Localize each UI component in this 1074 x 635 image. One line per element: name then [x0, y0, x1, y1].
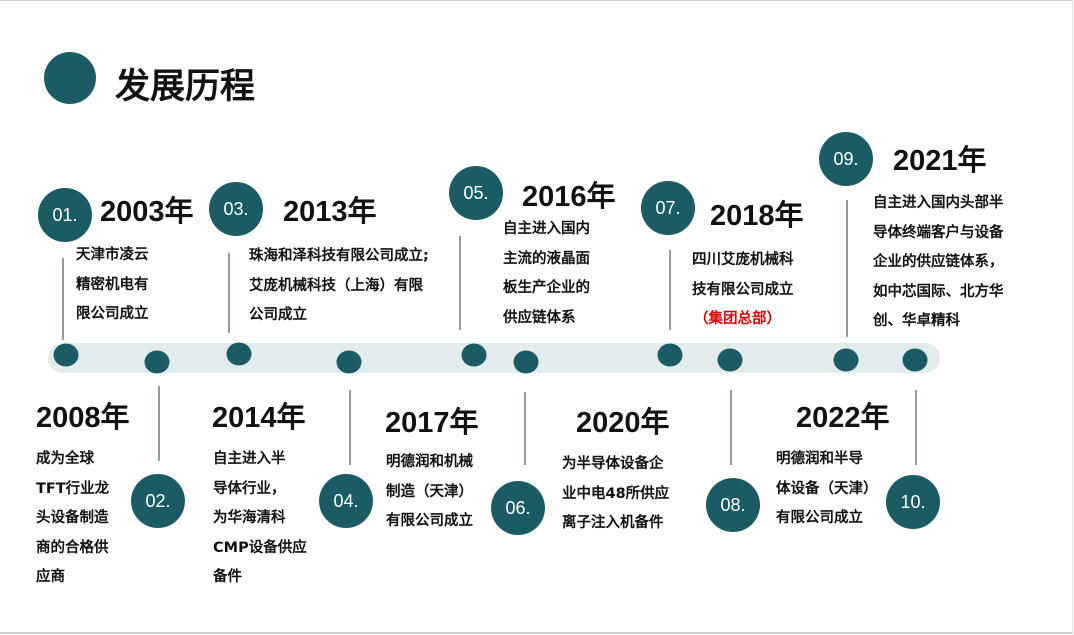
timeline-dot: [833, 348, 859, 372]
milestone-year: 2016年: [522, 181, 616, 213]
milestone-number: 07.: [641, 181, 695, 235]
milestone-year: 2008年: [36, 402, 130, 434]
milestone-number: 08.: [706, 478, 760, 532]
milestone-description: 自主进入国内头部半 导体终端客户与设备 企业的供应链体系， 如中芯国际、北方华 创、华卓…: [873, 195, 1004, 329]
timeline-track: [48, 343, 940, 373]
milestone-number: 02.: [131, 474, 185, 528]
milestone-description: 为半导体设备企 业中电48所供应 离子注入机备件: [562, 456, 670, 531]
milestone-number: 05.: [449, 166, 503, 220]
timeline-dot: [461, 343, 487, 367]
milestone-number: 10.: [886, 475, 940, 529]
milestone-note: （集团总部）: [694, 311, 781, 327]
milestone-number: 06.: [491, 481, 545, 535]
connector-line: [846, 200, 848, 337]
milestone-year: 2022年: [796, 402, 890, 434]
milestone-year: 2021年: [893, 145, 987, 177]
milestone-number: 09.: [819, 132, 873, 186]
timeline-dot: [144, 350, 170, 374]
milestone-description: 自主进入国内 主流的液晶面 板生产企业的 供应链体系: [503, 221, 590, 326]
connector-line: [524, 392, 526, 465]
milestone-year: 2018年: [710, 200, 804, 232]
connector-line: [158, 386, 160, 461]
milestone-year: 2003年: [100, 196, 194, 228]
title-bullet-icon: [44, 52, 96, 104]
milestone-year: 2013年: [283, 196, 377, 228]
connector-line: [669, 250, 671, 330]
milestone-year: 2020年: [576, 407, 670, 439]
milestone-number: 01.: [38, 188, 92, 242]
connector-line: [349, 390, 351, 465]
connector-line: [228, 253, 230, 333]
connector-line: [730, 390, 732, 465]
milestone-description: 四川艾庞机械科 技有限公司成立 （集团总部）: [692, 246, 794, 335]
connector-line: [62, 258, 64, 340]
milestone-description: 明德润和机械 制造（天津） 有限公司成立: [386, 454, 473, 529]
timeline-dot: [226, 342, 252, 366]
timeline-dot: [513, 350, 539, 374]
connector-line: [459, 236, 461, 330]
timeline-dot: [657, 343, 683, 367]
milestone-number: 04.: [319, 474, 373, 528]
milestone-year: 2017年: [385, 407, 479, 439]
timeline-dot: [336, 350, 362, 374]
timeline-dot: [717, 348, 743, 372]
timeline-dot: [53, 343, 79, 367]
timeline-dot: [902, 348, 928, 372]
milestone-description: 天津市凌云 精密机电有 限公司成立: [76, 247, 149, 322]
milestone-description: 成为全球 TFT行业龙 头设备制造 商的合格供 应商: [36, 451, 110, 585]
milestone-description: 明德润和半导 体设备（天津） 有限公司成立: [776, 451, 878, 526]
milestone-description: 自主进入半 导体行业， 为华海清科 CMP设备供应 备件: [213, 451, 307, 585]
milestone-description: 珠海和泽科技有限公司成立; 艾庞机械科技（上海）有限 公司成立: [249, 248, 429, 323]
page-title: 发展历程: [115, 67, 256, 107]
milestone-number: 03.: [209, 182, 263, 236]
milestone-year: 2014年: [212, 402, 306, 434]
connector-line: [915, 390, 917, 465]
